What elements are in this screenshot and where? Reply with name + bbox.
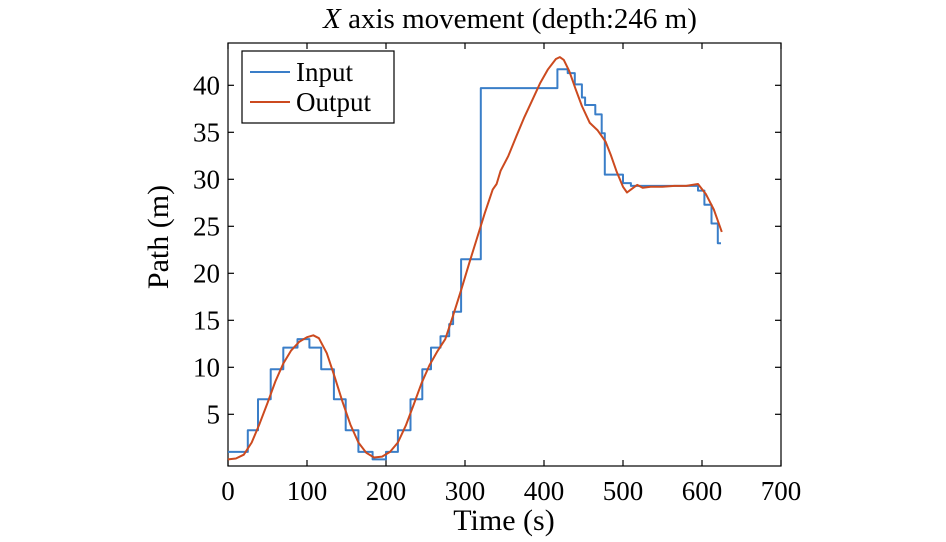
series-layer <box>227 56 723 461</box>
x-tick-label-700: 700 <box>761 476 802 506</box>
x-axis-label: Time (s) <box>453 504 554 537</box>
x-axis: 0 100 200 300 400 500 600 700 <box>221 43 801 506</box>
x-tick-label-400: 400 <box>524 476 565 506</box>
series-line-input <box>228 68 721 461</box>
x-tick-label-100: 100 <box>287 476 328 506</box>
y-tick-label-25: 25 <box>193 211 220 241</box>
legend-label-output: Output <box>296 87 372 117</box>
chart-title-text: axis movement (depth:246 m) <box>341 3 697 35</box>
series-line-output <box>227 56 723 461</box>
chart-title-axis-letter: X <box>322 3 342 35</box>
plot-frame <box>227 42 782 467</box>
y-axis-label: Path (m) <box>142 185 175 289</box>
y-tick-label-5: 5 <box>207 399 221 429</box>
x-tick-label-500: 500 <box>603 476 644 506</box>
y-tick-label-15: 15 <box>193 305 220 335</box>
chart-title: X axis movement (depth:246 m) <box>322 3 697 35</box>
x-tick-label-0: 0 <box>221 476 235 506</box>
x-tick-label-200: 200 <box>366 476 407 506</box>
y-tick-label-35: 35 <box>193 117 220 147</box>
y-tick-label-20: 20 <box>193 258 220 288</box>
y-tick-label-10: 10 <box>193 352 220 382</box>
y-axis: 5 10 15 20 25 30 35 40 <box>193 70 781 429</box>
y-tick-label-30: 30 <box>193 164 220 194</box>
legend-box <box>241 50 395 124</box>
legend: Input Output <box>241 50 395 124</box>
y-tick-label-40: 40 <box>193 70 220 100</box>
x-tick-label-600: 600 <box>682 476 723 506</box>
x-tick-label-300: 300 <box>445 476 486 506</box>
legend-label-input: Input <box>296 57 353 87</box>
